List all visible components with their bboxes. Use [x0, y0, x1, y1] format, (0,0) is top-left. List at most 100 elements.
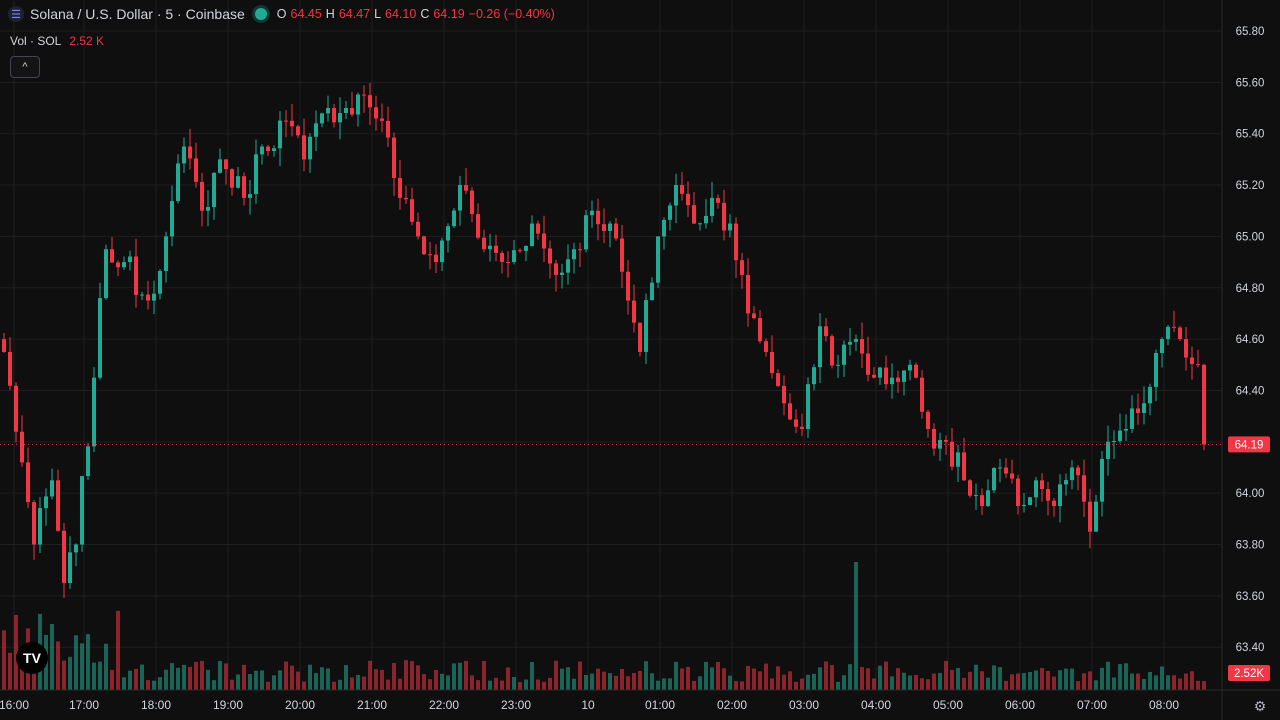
candle[interactable]: [1136, 393, 1140, 425]
candle[interactable]: [974, 483, 978, 510]
candle[interactable]: [1052, 498, 1056, 517]
candle[interactable]: [206, 190, 210, 227]
candle[interactable]: [122, 256, 126, 270]
candle[interactable]: [182, 137, 186, 173]
candle[interactable]: [1142, 386, 1146, 425]
candle[interactable]: [416, 212, 420, 240]
candle[interactable]: [740, 252, 744, 289]
candle[interactable]: [596, 198, 600, 241]
candle[interactable]: [602, 208, 606, 244]
candle[interactable]: [434, 244, 438, 273]
candle[interactable]: [218, 148, 222, 174]
candle[interactable]: [1064, 473, 1068, 496]
candle[interactable]: [716, 194, 720, 209]
candle[interactable]: [1022, 493, 1026, 513]
candle[interactable]: [1112, 430, 1116, 460]
candle[interactable]: [176, 154, 180, 204]
candle[interactable]: [986, 479, 990, 507]
candle[interactable]: [398, 160, 402, 210]
candle[interactable]: [452, 207, 456, 229]
time-axis[interactable]: 16:00 17:00 18:00 19:00 20:00 21:00 22:00 23:00…: [0, 698, 1179, 712]
candle[interactable]: [1076, 464, 1080, 491]
candle[interactable]: [992, 467, 996, 494]
candle[interactable]: [260, 144, 264, 165]
candle[interactable]: [812, 364, 816, 391]
candle[interactable]: [230, 168, 234, 196]
candle[interactable]: [308, 133, 312, 173]
collapse-legend-button[interactable]: ^: [10, 56, 40, 78]
candle[interactable]: [542, 215, 546, 263]
candle[interactable]: [338, 97, 342, 140]
candle[interactable]: [1118, 413, 1122, 444]
candle[interactable]: [1058, 474, 1062, 523]
candle[interactable]: [902, 370, 906, 396]
candle[interactable]: [1082, 459, 1086, 518]
candle[interactable]: [254, 139, 258, 204]
candle[interactable]: [698, 222, 702, 231]
candle[interactable]: [980, 488, 984, 516]
candle[interactable]: [932, 423, 936, 456]
candle[interactable]: [668, 202, 672, 231]
candle[interactable]: [1040, 473, 1044, 502]
candle[interactable]: [446, 223, 450, 253]
candle[interactable]: [632, 284, 636, 333]
candle[interactable]: [1016, 474, 1020, 515]
candle[interactable]: [968, 479, 972, 498]
candle[interactable]: [146, 281, 150, 310]
candle[interactable]: [128, 250, 132, 271]
candle[interactable]: [572, 242, 576, 274]
candle[interactable]: [1010, 459, 1014, 484]
candle[interactable]: [1172, 310, 1176, 333]
candle[interactable]: [1028, 496, 1032, 506]
candle[interactable]: [692, 192, 696, 225]
candle[interactable]: [290, 104, 294, 137]
candle[interactable]: [428, 241, 432, 270]
candle[interactable]: [686, 181, 690, 218]
tradingview-logo[interactable]: TV: [16, 642, 48, 674]
candle[interactable]: [746, 258, 750, 327]
candle[interactable]: [92, 367, 96, 452]
candle[interactable]: [674, 173, 678, 224]
candle[interactable]: [1166, 325, 1170, 346]
candle[interactable]: [620, 224, 624, 288]
candle[interactable]: [1178, 325, 1182, 341]
candle[interactable]: [8, 337, 12, 390]
candle[interactable]: [1070, 460, 1074, 490]
candle[interactable]: [950, 427, 954, 471]
candle[interactable]: [794, 409, 798, 434]
candle[interactable]: [170, 185, 174, 247]
candle[interactable]: [1094, 494, 1098, 532]
candle[interactable]: [266, 144, 270, 156]
candle[interactable]: [356, 92, 360, 127]
candle[interactable]: [98, 282, 102, 380]
candle[interactable]: [20, 415, 24, 467]
candle[interactable]: [470, 187, 474, 223]
candle[interactable]: [848, 327, 852, 356]
candle[interactable]: [488, 233, 492, 262]
candle[interactable]: [842, 340, 846, 377]
candle[interactable]: [278, 111, 282, 166]
candle[interactable]: [512, 240, 516, 265]
candle[interactable]: [44, 488, 48, 526]
candle[interactable]: [14, 382, 18, 443]
candle[interactable]: [1004, 458, 1008, 478]
candle[interactable]: [656, 236, 660, 288]
settings-gear-icon[interactable]: ⚙: [1252, 698, 1268, 714]
candle[interactable]: [80, 475, 84, 552]
candle[interactable]: [1190, 346, 1194, 380]
candle[interactable]: [1124, 414, 1128, 441]
candle[interactable]: [374, 95, 378, 131]
candle[interactable]: [224, 159, 228, 185]
candle[interactable]: [344, 100, 348, 119]
candle[interactable]: [518, 248, 522, 253]
candle[interactable]: [722, 189, 726, 241]
candle[interactable]: [368, 82, 372, 126]
candle[interactable]: [236, 166, 240, 189]
candle[interactable]: [494, 234, 498, 262]
candle[interactable]: [440, 237, 444, 271]
candle[interactable]: [116, 260, 120, 277]
candle[interactable]: [158, 268, 162, 300]
candle[interactable]: [362, 85, 366, 113]
candle[interactable]: [38, 497, 42, 554]
